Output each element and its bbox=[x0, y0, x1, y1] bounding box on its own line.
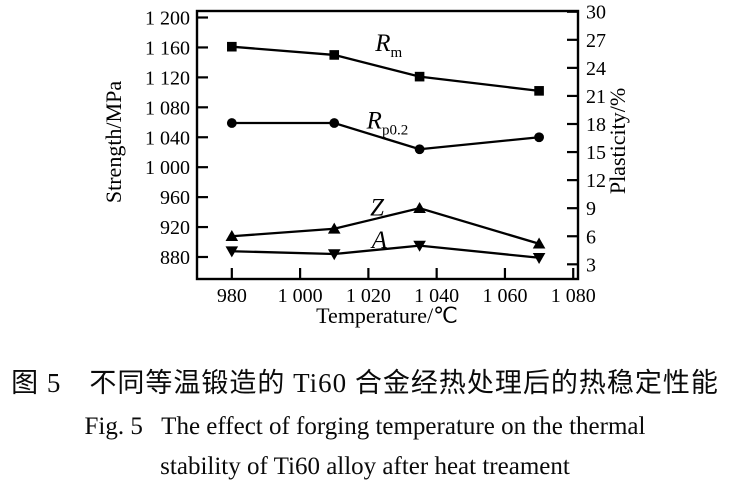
caption-en-line2: stability of Ti60 alloy after heat tream… bbox=[160, 453, 570, 480]
series-A: A bbox=[225, 227, 546, 264]
triangle-down-marker bbox=[532, 252, 546, 264]
series-label-Rm: Rm bbox=[374, 30, 402, 61]
axes: 1 200 1 160 1 120 1 080 1 040 1 000 960 920 880 3… bbox=[101, 2, 630, 328]
triangle-up-marker bbox=[225, 230, 239, 242]
triangle-up-marker bbox=[413, 201, 426, 213]
x-axis-tick-label: 1 020 bbox=[346, 285, 391, 307]
series-Rm: Rm bbox=[227, 30, 544, 96]
right-axis-tick-label: 24 bbox=[586, 58, 606, 80]
left-axis-tick-label: 1 120 bbox=[145, 67, 190, 89]
square-marker bbox=[227, 41, 237, 52]
square-marker bbox=[329, 50, 340, 60]
series-Z: Z bbox=[225, 195, 546, 249]
right-axis-tick-label: 18 bbox=[586, 114, 606, 136]
chart-area: 1 200 1 160 1 120 1 080 1 040 1 000 960 920 880 3… bbox=[101, 2, 630, 328]
series-line-Rp0.2 bbox=[231, 121, 540, 151]
thermal-stability-chart: 1 200 1 160 1 120 1 080 1 040 1 000 960 920 880 3… bbox=[101, 2, 630, 328]
right-axis-tick-label: 21 bbox=[586, 86, 606, 108]
left-axis-tick-label: 1 160 bbox=[145, 37, 190, 59]
left-axis-tick-label: 960 bbox=[160, 187, 190, 209]
right-axis-tick-label: 30 bbox=[586, 2, 606, 24]
square-marker bbox=[414, 71, 425, 82]
caption-zh: 图 5 不同等温锻造的 Ti60 合金经热处理后的热稳定性能 bbox=[11, 368, 719, 398]
right-axis-tick-label: 9 bbox=[586, 198, 596, 220]
series-label-Rp0.2: Rp0.2 bbox=[366, 107, 409, 138]
left-axis-tick-label: 1 200 bbox=[145, 8, 190, 30]
square-marker bbox=[534, 86, 544, 96]
circle-marker bbox=[534, 132, 544, 143]
right-axis-tick-label: 12 bbox=[586, 170, 606, 192]
series-line-Rm bbox=[231, 45, 540, 92]
series-line-Z bbox=[231, 206, 540, 245]
series-line-A bbox=[231, 244, 540, 259]
x-axis-tick-label: 980 bbox=[217, 285, 247, 307]
left-axis-title: Strength/MPa bbox=[101, 81, 126, 203]
left-axis-tick-label: 1 000 bbox=[145, 157, 190, 179]
right-axis-tick-label: 3 bbox=[586, 254, 596, 276]
right-axis-title: Plasticity/% bbox=[605, 88, 630, 194]
left-axis-tick-label: 1 080 bbox=[145, 97, 190, 119]
circle-marker bbox=[329, 118, 340, 128]
caption-en-line1: Fig. 5 The effect of forging temperature… bbox=[84, 413, 646, 440]
triangle-up-marker bbox=[532, 237, 546, 249]
triangle-down-marker bbox=[327, 249, 341, 261]
left-axis-tick-label: 920 bbox=[160, 217, 190, 239]
triangle-down-marker bbox=[413, 240, 426, 252]
left-axis-tick-label: 1 040 bbox=[145, 127, 190, 149]
right-axis-tick-label: 6 bbox=[586, 226, 596, 248]
circle-marker bbox=[414, 144, 425, 155]
x-axis-tick-label: 1 000 bbox=[278, 285, 323, 307]
x-axis-tick-label: 1 060 bbox=[482, 285, 527, 307]
triangle-up-marker bbox=[327, 222, 341, 234]
triangle-down-marker bbox=[225, 246, 239, 258]
x-axis-tick-label: 1 080 bbox=[551, 285, 596, 307]
circle-marker bbox=[226, 118, 237, 128]
left-axis-tick-label: 880 bbox=[160, 247, 190, 269]
series-label-Z: Z bbox=[370, 195, 385, 222]
x-axis-title: Temperature/℃ bbox=[316, 303, 458, 328]
series-Rp0.2: Rp0.2 bbox=[226, 107, 544, 155]
series-label-A: A bbox=[370, 227, 388, 254]
x-axis-tick-label: 1 040 bbox=[414, 285, 459, 307]
plot-frame bbox=[195, 9, 580, 281]
right-axis-tick-label: 27 bbox=[586, 30, 606, 52]
right-axis-tick-label: 15 bbox=[586, 142, 606, 164]
